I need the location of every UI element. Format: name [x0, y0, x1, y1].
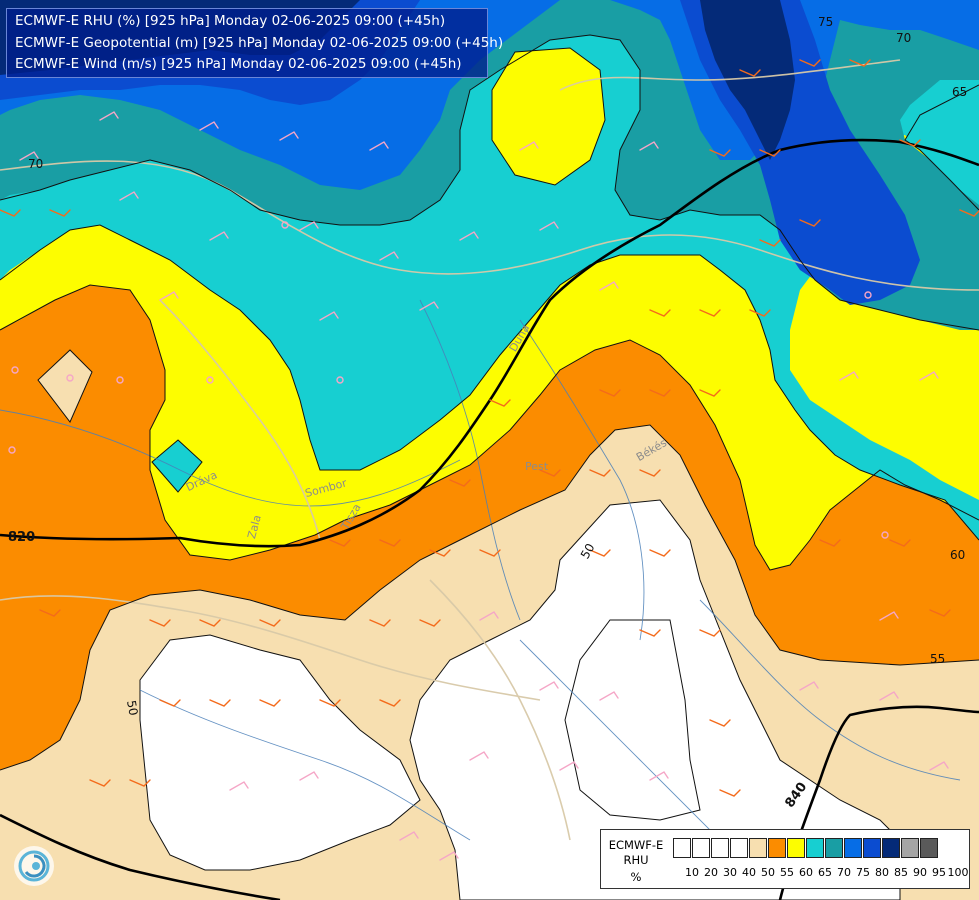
legend-swatch — [844, 838, 862, 858]
legend-tick-label: 40 — [742, 866, 756, 879]
legend-tick-label: 60 — [799, 866, 813, 879]
legend-swatch — [806, 838, 824, 858]
place-label: Pest — [525, 460, 549, 473]
legend-tick-label: 85 — [894, 866, 908, 879]
rhu-label: 55 — [930, 652, 945, 666]
rhu-contours — [0, 34, 979, 771]
legend-title-variable: RHU — [623, 853, 649, 867]
legend-tick-label: 100 — [947, 866, 969, 879]
rhu-legend: ECMWF-E RHU % 10 20 30 40 50 55 60 65 70 75 80 85 90… — [600, 829, 970, 889]
legend-tick-label: 30 — [723, 866, 737, 879]
legend-title-model: ECMWF-E — [608, 838, 664, 852]
rhu-label: 50 — [124, 699, 140, 716]
contour-labels: 75 70 65 70 60 55 50 50 820 840 — [8, 15, 967, 811]
legend-tick-label: 70 — [837, 866, 851, 879]
legend-tick-label: 90 — [913, 866, 927, 879]
legend-swatch — [692, 838, 710, 858]
borders — [0, 59, 979, 841]
rhu-yellow-blob — [491, 47, 606, 186]
legend-swatch — [882, 838, 900, 858]
rhu-label: 70 — [28, 157, 43, 171]
legend-tick-label: 55 — [780, 866, 794, 879]
wind-title: ECMWF-E Wind (m/s) [925 hPa] Monday 02-0… — [15, 56, 462, 72]
rhu-inner-contour — [564, 619, 701, 821]
rhu-label: 65 — [952, 85, 967, 99]
rhu-title: ECMWF-E RHU (%) [925 hPa] Monday 02-06-2… — [15, 13, 446, 29]
rhu-beige-patch — [37, 349, 93, 423]
legend-tick-label: 65 — [818, 866, 832, 879]
legend-tick-label: 20 — [704, 866, 718, 879]
legend-swatch — [901, 838, 919, 858]
legend-swatch — [787, 838, 805, 858]
legend-tick-label: 50 — [761, 866, 775, 879]
legend-swatch — [825, 838, 843, 858]
wind-barbs — [0, 59, 979, 861]
geopotential-label: 820 — [8, 530, 35, 545]
rhu-label: 50 — [578, 541, 598, 561]
legend-swatch — [749, 838, 767, 858]
rhu-label: 75 — [818, 15, 833, 29]
legend-swatch — [711, 838, 729, 858]
rhu-cyan-patch — [151, 439, 203, 493]
map-title-box: ECMWF-E RHU (%) [925 hPa] Monday 02-06-2… — [6, 8, 503, 78]
legend-swatch — [863, 838, 881, 858]
legend-unit: % — [630, 870, 642, 884]
legend-swatch — [730, 838, 748, 858]
legend-tick-label: 80 — [875, 866, 889, 879]
legend-tick-label: 95 — [932, 866, 946, 879]
rhu-label: 70 — [896, 31, 911, 45]
rhu-label: 60 — [950, 548, 965, 562]
place-label: Zala — [245, 514, 264, 541]
legend-tick-label: 75 — [856, 866, 870, 879]
logo-icon — [14, 846, 54, 886]
legend-swatch — [768, 838, 786, 858]
rhu-white-area-west — [139, 634, 421, 871]
legend-tick-label: 10 — [685, 866, 699, 879]
geopotential-title: ECMWF-E Geopotential (m) [925 hPa] Monda… — [15, 35, 504, 51]
legend-swatch — [920, 838, 938, 858]
legend-swatch — [673, 838, 691, 858]
